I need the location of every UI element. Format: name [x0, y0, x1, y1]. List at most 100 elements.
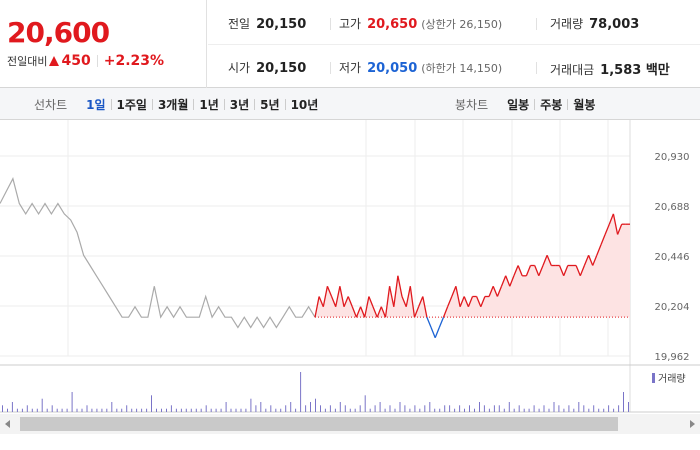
volume-bar: [429, 402, 431, 412]
volume-bar: [156, 408, 157, 412]
period-3y[interactable]: 3년: [229, 97, 250, 112]
period-10y[interactable]: 10년: [290, 97, 319, 112]
today-line-segment: [563, 265, 569, 277]
today-line: [314, 213, 630, 339]
volume-bar: [444, 405, 446, 412]
chart-scrollbar[interactable]: [0, 414, 700, 434]
volume-bar: [71, 392, 73, 412]
volume-bar: [76, 408, 78, 412]
amount-value: 1,583 백만: [600, 63, 670, 78]
prev-close-label: 전일: [228, 17, 251, 31]
chart-toolbar: 선차트 1일 1주일 3개월 1년 3년 5년 10년 봉차트 일봉 주봉 월봉: [0, 88, 700, 120]
candle-monthly[interactable]: 월봉: [573, 97, 596, 112]
volume-bar: [166, 408, 167, 412]
volume-bar: [404, 405, 406, 412]
volume-bar: [11, 402, 13, 412]
up-arrow-icon: [49, 56, 60, 66]
today-line-segment: [343, 296, 349, 308]
volume-bar: [205, 405, 207, 412]
high-value: 20,650: [367, 17, 418, 32]
today-line-segment: [538, 265, 544, 277]
scroll-left-icon[interactable]: [5, 420, 10, 428]
today-line-segment: [604, 223, 610, 235]
high-label: 고가: [339, 17, 362, 31]
period-1w[interactable]: 1주일: [116, 97, 147, 112]
current-price: 20,600: [7, 16, 110, 49]
divider: [567, 98, 569, 110]
volume-bar: [300, 372, 302, 412]
today-line-segment: [467, 296, 474, 308]
volume-bar: [483, 405, 485, 412]
today-line-segment: [347, 296, 353, 308]
today-line-segment: [368, 296, 374, 308]
candle-weekly[interactable]: 주봉: [540, 97, 563, 112]
today-line-segment: [339, 286, 345, 307]
volume-bar: [513, 408, 515, 412]
today-line-segment: [587, 254, 594, 266]
volume-bar: [469, 405, 470, 412]
today-line-segment: [583, 254, 590, 266]
period-3m[interactable]: 3개월: [157, 97, 189, 112]
today-line-segment: [422, 296, 428, 318]
today-line-segment: [438, 316, 445, 328]
volume-bar: [96, 408, 98, 412]
change-label: 전일대비: [7, 55, 48, 68]
period-1y[interactable]: 1년: [199, 97, 219, 112]
current-price-box: 20,600 전일대비 450 +2.23%: [0, 0, 207, 88]
today-line-segment: [442, 306, 449, 318]
volume-bar: [195, 408, 197, 412]
volume-bar: [101, 408, 103, 412]
change-value: 450: [61, 53, 91, 69]
volume-bar: [16, 408, 18, 412]
volume-bar: [185, 408, 187, 412]
candle-chart-periods: 봉차트 일봉 주봉 월봉: [455, 88, 600, 120]
today-line-segment: [546, 254, 552, 266]
volume-bar: [588, 408, 590, 412]
scroll-right-icon[interactable]: [690, 420, 695, 428]
volume-bar: [369, 408, 371, 412]
divider: [536, 18, 537, 30]
volume-bar: [220, 408, 222, 412]
divider: [330, 18, 331, 30]
today-line-segment: [505, 275, 511, 287]
candle-chart-label: 봉차트: [455, 97, 489, 112]
volume-bar: [260, 402, 262, 412]
volume-bar: [464, 408, 465, 412]
volume-bar: [126, 405, 128, 412]
volume-bar: [170, 405, 172, 412]
volume-bar: [285, 405, 287, 412]
volume-bar: [479, 402, 480, 412]
volume-bar: [61, 408, 63, 412]
period-1d[interactable]: 1일: [86, 97, 106, 112]
volume-bar: [131, 408, 133, 412]
today-line-segment: [372, 306, 378, 318]
divider: [254, 98, 256, 110]
today-line-segment: [364, 296, 370, 318]
prev-close-stat: 전일 20,150: [228, 15, 306, 32]
volume-bar: [613, 408, 615, 412]
y-tick-label: 20,688: [655, 202, 690, 213]
today-line-segment: [393, 275, 399, 307]
volume-bar: [240, 408, 242, 412]
volume-bar: [265, 408, 267, 412]
volume-bar: [414, 405, 416, 412]
volume-bar: [538, 408, 540, 412]
y-tick-label: 20,446: [655, 252, 690, 263]
period-5y[interactable]: 5년: [260, 97, 280, 112]
volume-bar: [2, 405, 3, 412]
divider: [536, 62, 537, 74]
today-line-segment: [326, 285, 333, 297]
low-stat: 저가 20,050 (하한가 14,150): [339, 59, 502, 76]
divider: [534, 98, 536, 110]
today-line-segment: [492, 285, 499, 297]
volume-bar: [136, 408, 138, 412]
volume-bar: [568, 405, 570, 412]
today-line-segment: [409, 286, 416, 318]
scrollbar-thumb[interactable]: [20, 417, 618, 431]
today-line-segment: [475, 296, 482, 308]
candle-daily[interactable]: 일봉: [507, 97, 530, 112]
volume-bar: [275, 408, 277, 412]
today-line-segment: [542, 254, 548, 266]
today-line-segment: [355, 306, 362, 318]
volume-bar: [310, 402, 311, 412]
